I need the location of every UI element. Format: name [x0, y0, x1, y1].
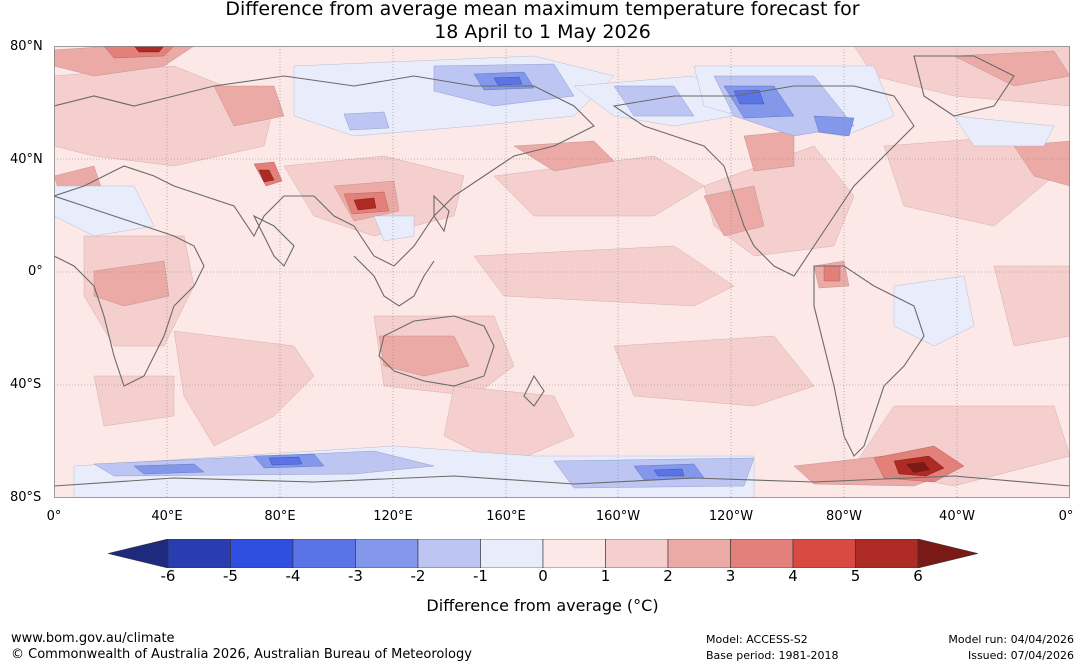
colorbar-swatch [730, 538, 794, 569]
colorbar-tick-label: -6 [160, 567, 176, 585]
anomaly-band-2-to-3 [54, 46, 1070, 487]
coast-australia [378, 315, 495, 387]
footer-model: Model: ACCESS-S2 [706, 633, 808, 646]
anomaly-band-minus-4 [268, 76, 765, 477]
lat-label-80s: 80°S [10, 490, 42, 505]
lat-label-40s: 40°S [10, 377, 42, 392]
colorbar-tick-label: 6 [913, 567, 923, 585]
colorbar-swatch [167, 538, 231, 569]
lon-label-0-left: 0° [46, 509, 62, 524]
colorbar-arrow-high [917, 538, 979, 569]
colorbar-tick-label: 1 [600, 567, 611, 585]
colorbar-swatch [542, 538, 606, 569]
anomaly-peak-hotspot [906, 462, 930, 473]
colorbar-tick-label: 4 [788, 567, 798, 585]
temperature-anomaly-map [54, 46, 1070, 498]
footer-url[interactable]: www.bom.gov.au/climate [11, 631, 175, 646]
colorbar-swatch [605, 538, 669, 569]
lon-label-120w: 120°W [708, 509, 754, 524]
lat-label-40n: 40°N [10, 152, 43, 167]
lon-label-80w: 80°W [826, 509, 862, 524]
lon-label-40w: 40°W [939, 509, 975, 524]
colorbar-tick-label: -3 [348, 567, 363, 585]
footer-model-run: Model run: 04/04/2026 [948, 633, 1074, 646]
lon-label-0-right: 0° [1058, 509, 1074, 524]
colorbar-tick-label: -4 [285, 567, 301, 585]
coastlines [54, 55, 1070, 487]
colorbar-label: Difference from average (°C) [426, 596, 659, 615]
lon-label-40e: 40°E [151, 509, 183, 524]
colorbar-swatch [292, 538, 356, 569]
title-line-2: 18 April to 1 May 2026 [434, 21, 651, 43]
coast-antarctica [54, 475, 1070, 487]
lon-label-80e: 80°E [264, 509, 296, 524]
colorbar-svg [107, 538, 979, 569]
lon-label-120e: 120°E [373, 509, 413, 524]
colorbar-tick-label: 3 [725, 567, 736, 585]
colorbar-swatch [855, 538, 919, 569]
colorbar-swatch [230, 538, 294, 569]
coast-japan [433, 194, 450, 233]
footer-issued: Issued: 07/04/2026 [967, 649, 1074, 662]
footer-base-period: Base period: 1981-2018 [706, 649, 839, 662]
coast-south-america [813, 265, 925, 457]
colorbar-swatch [355, 538, 419, 569]
lon-label-160w: 160°W [595, 509, 641, 524]
colorbar-tick-label: -5 [223, 567, 238, 585]
coast-greenland [913, 55, 1015, 117]
coast-north-america [612, 85, 915, 277]
map-frame [54, 46, 1070, 498]
coast-se-asia [353, 255, 435, 307]
lat-label-80n: 80°N [10, 39, 43, 54]
coast-india [252, 214, 295, 267]
footer-copyright: © Commonwealth of Australia 2026, Austra… [11, 647, 472, 662]
colorbar [107, 538, 979, 569]
title-line-1: Difference from average mean maximum tem… [225, 0, 860, 20]
colorbar-tick-label: 5 [850, 567, 861, 585]
lat-label-equator: 0° [28, 264, 43, 279]
graticule [54, 46, 1070, 498]
colorbar-swatch [792, 538, 856, 569]
lon-label-160e: 160°E [486, 509, 526, 524]
coast-new-zealand [523, 374, 545, 407]
colorbar-swatch [667, 538, 731, 569]
colorbar-tick-label: 0 [538, 567, 548, 585]
coast-africa [54, 195, 205, 387]
colorbar-tick-label: -2 [410, 567, 426, 585]
colorbar-swatch [417, 538, 481, 569]
colorbar-tick-label: -1 [473, 567, 488, 585]
colorbar-arrow-low [107, 538, 169, 569]
colorbar-swatch [480, 538, 544, 569]
chart-title: Difference from average mean maximum tem… [0, 0, 1085, 44]
colorbar-tick-label: 2 [663, 567, 673, 585]
